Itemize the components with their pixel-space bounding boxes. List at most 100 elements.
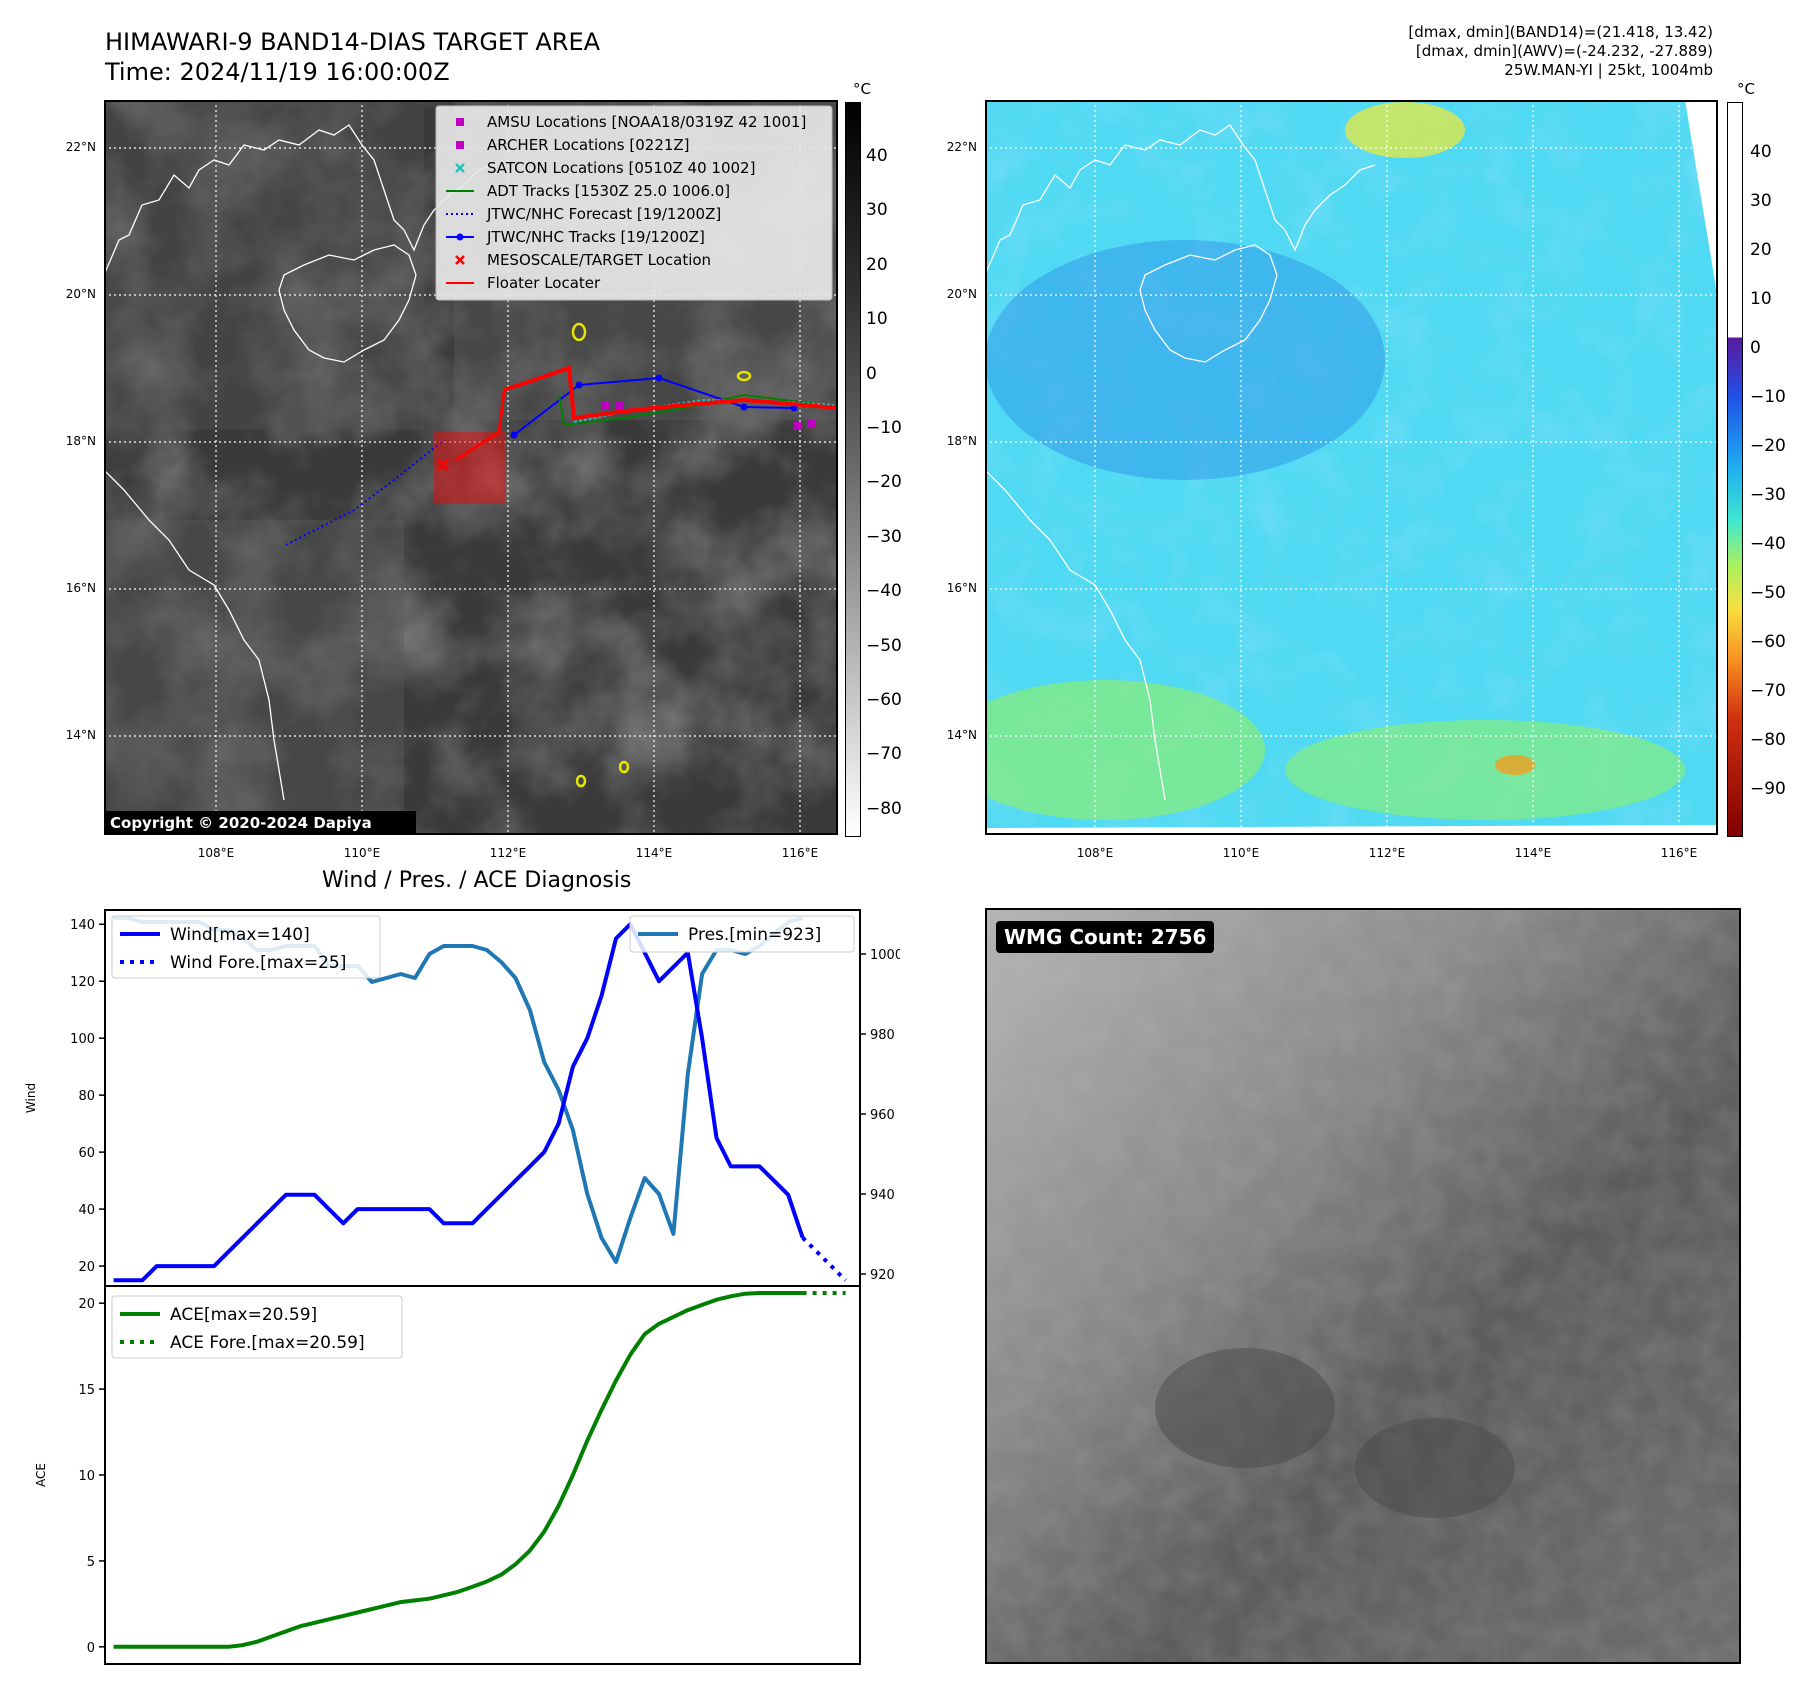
lat-tick-label: 22°N <box>946 140 977 154</box>
legend-marker-square <box>456 141 464 149</box>
y2-tick-label: 1000 <box>870 948 900 963</box>
info-storm-status: 25W.MAN-YI | 25kt, 1004mb <box>1504 61 1713 79</box>
colorbar-tick-label: −10 <box>866 418 902 438</box>
ir-cloud-patch <box>104 520 404 835</box>
lat-tick-label: 18°N <box>946 434 977 448</box>
cold-cloud-contours <box>571 322 752 788</box>
colorbar-tick-label: −80 <box>1750 730 1786 750</box>
y-tick-label: 15 <box>78 1383 95 1398</box>
lon-tick-label: 116°E <box>781 846 819 860</box>
legend-label: Wind Fore.[max=25] <box>170 953 346 973</box>
colorbar-tick-label: −50 <box>866 635 902 656</box>
y2-tick-label: 960 <box>870 1108 895 1123</box>
colorbar-tick-label: 30 <box>1750 191 1772 211</box>
colorbar-tick-label: 30 <box>866 200 888 221</box>
chart-title-line2: Time: 2024/11/19 16:00:00Z <box>105 58 450 86</box>
colorbar-tick-label: −60 <box>1750 632 1786 652</box>
legend-label: ACE[max=20.59] <box>170 1305 317 1325</box>
y-tick-label: 40 <box>78 1203 95 1218</box>
legend-label: SATCON Locations [0510Z 40 1002] <box>487 159 755 177</box>
amsu-archer-markers <box>601 402 815 430</box>
copyright-text: Copyright © 2020-2024 Dapiya <box>110 814 372 832</box>
wind-pressure-panel: 140 120 100 80 60 40 20 1000 980 960 940 920 Wind Pre… <box>24 909 900 1287</box>
awv-no-data <box>1685 100 1718 835</box>
awv-moist-region <box>1495 755 1535 775</box>
jtwc-track-points <box>510 374 798 439</box>
colorbar-tick-label: 40 <box>1750 142 1772 162</box>
ace-series-line <box>113 1291 803 1649</box>
colorbar-tick-label: 20 <box>1750 240 1772 260</box>
colorbar-tick-label: 40 <box>866 146 888 166</box>
y-tick-label: 140 <box>70 918 95 933</box>
legend-marker-x <box>455 255 465 265</box>
legend-label: Floater Locater <box>487 274 601 292</box>
lon-tick-label: 110°E <box>343 846 381 860</box>
ir-tracks <box>285 322 838 788</box>
ir-coastlines <box>104 124 495 801</box>
awv-moist-region <box>1345 102 1465 158</box>
y-tick-label: 80 <box>78 1089 95 1104</box>
y-tick-label: 5 <box>87 1555 95 1570</box>
legend-box <box>111 1295 403 1359</box>
awv-moist-region <box>1285 720 1685 820</box>
floater-locater <box>503 365 838 421</box>
legend-label: AMSU Locations [NOAA18/0319Z 42 1001] <box>487 113 806 131</box>
y-tick-label: 60 <box>78 1146 95 1161</box>
awv-coastlines <box>985 124 1376 801</box>
legend-label: JTWC/NHC Forecast [19/1200Z] <box>486 205 721 223</box>
legend-label: Pres.[min=923] <box>688 925 821 945</box>
wmg-count-badge: WMG Count: 2756 <box>996 921 1215 953</box>
colorbar-tick-label: −50 <box>1750 583 1786 603</box>
wind-axis-label: Wind <box>24 1083 38 1113</box>
y-tick-label: 10 <box>78 1469 95 1484</box>
lon-tick-label: 110°E <box>1222 846 1260 860</box>
awv-dry-region <box>985 240 1385 480</box>
ace-axis-label: ACE <box>34 1463 48 1487</box>
wmg-dark-region <box>1355 1418 1515 1518</box>
awv-moist-region <box>985 680 1265 820</box>
info-band14-range: [dmax, dmin](BAND14)=(21.418, 13.42) <box>1408 23 1713 41</box>
awv-no-data <box>985 825 1718 835</box>
colorbar-tick-label: −40 <box>1750 534 1786 554</box>
legend-label: ACE Fore.[max=20.59] <box>170 1333 365 1353</box>
lat-tick-label: 22°N <box>65 140 96 154</box>
ace-panel: 20 15 10 5 0 ACE ACE[max=20.59] ACE Fore.[max=2… <box>34 1285 861 1665</box>
y-tick-label: 20 <box>78 1297 95 1312</box>
legend-box <box>111 915 381 979</box>
colorbar-tick-label: 0 <box>866 363 877 384</box>
lon-tick-label: 112°E <box>489 846 527 860</box>
y-tick-label: 100 <box>70 1032 95 1047</box>
y2-tick-label: 980 <box>870 1028 895 1043</box>
colorbar-tick-label: 10 <box>1750 289 1772 309</box>
legend-marker-dot <box>456 233 464 241</box>
wmg-frame <box>985 908 1741 1664</box>
info-awv-range: [dmax, dmin](AWV)=(-24.232, -27.889) <box>1415 42 1713 60</box>
lon-tick-label: 112°E <box>1368 846 1406 860</box>
legend-label: ARCHER Locations [0221Z] <box>487 136 690 154</box>
awv-map-frame <box>985 100 1718 835</box>
colorbar-tick-label: −20 <box>866 472 902 493</box>
colorbar-tick-label: −20 <box>1750 436 1786 456</box>
chart-title-line1: HIMAWARI-9 BAND14-DIAS TARGET AREA <box>105 28 601 56</box>
y2-tick-label: 940 <box>870 1188 895 1203</box>
awv-gridlines <box>985 100 1718 835</box>
colorbar-tick-label: −90 <box>1750 779 1786 799</box>
diagnosis-title: Wind / Pres. / ACE Diagnosis <box>322 868 632 893</box>
y-tick-label: 120 <box>70 975 95 990</box>
wmg-dark-region <box>1155 1348 1335 1468</box>
ir-map-panel: AMSU Locations [NOAA18/0319Z 42 1001] ARC… <box>104 100 838 835</box>
lon-tick-label: 114°E <box>635 846 673 860</box>
lat-tick-label: 20°N <box>65 287 96 301</box>
y2-tick-label: 920 <box>870 1268 895 1283</box>
colorbar-tick-label: 20 <box>866 254 888 275</box>
diagnosis-chart: 140 120 100 80 60 40 20 1000 980 960 940 920 Wind Pre… <box>24 909 900 1665</box>
ir-colorbar-unit: °C <box>853 80 871 98</box>
lon-tick-label: 108°E <box>1076 846 1114 860</box>
lon-tick-label: 108°E <box>197 846 235 860</box>
ir-map-frame <box>104 100 838 835</box>
colorbar-tick-label: −30 <box>1750 485 1786 505</box>
lat-tick-label: 16°N <box>946 581 977 595</box>
copyright-badge <box>106 811 416 833</box>
legend-label: MESOSCALE/TARGET Location <box>487 251 711 269</box>
legend-marker-x <box>455 163 465 173</box>
